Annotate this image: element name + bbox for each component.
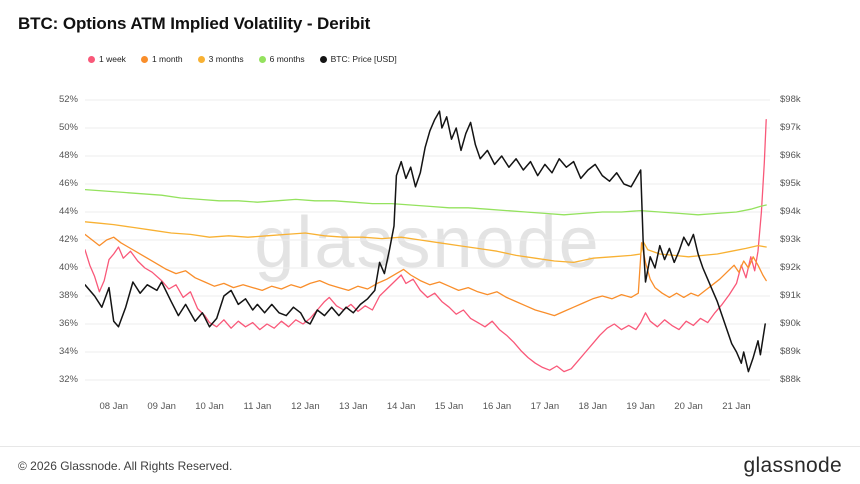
series-line-1-week (85, 118, 767, 373)
legend-item-1-week[interactable]: 1 week (88, 54, 126, 64)
y-axis-tick-label: $98k (780, 94, 801, 105)
x-axis-tick-label: 21 Jan (722, 401, 751, 412)
legend-item-1-month[interactable]: 1 month (140, 54, 183, 64)
y-axis-tick-label: $93k (780, 234, 801, 245)
y-axis-tick-label: 46% (58, 178, 78, 189)
page-title: BTC: Options ATM Implied Volatility - De… (18, 14, 371, 33)
legend-dot-icon (258, 55, 266, 63)
y-axis-tick-label: $97k (780, 122, 801, 133)
x-axis-tick-label: 14 Jan (386, 401, 416, 412)
y-axis-tick-label: $94k (780, 206, 801, 217)
x-axis-tick-label: 19 Jan (626, 401, 655, 412)
series-line-6-months (85, 188, 767, 216)
y-axis-tick-label: 48% (58, 150, 78, 161)
y-axis-tick-label: $90k (780, 318, 801, 329)
y-axis-tick-label: $95k (780, 178, 801, 189)
y-axis-tick-label: 40% (58, 262, 78, 273)
chart-legend: 1 week 1 month 3 months 6 months BTC: Price … (88, 54, 397, 64)
series-line-btc-price-usd (85, 110, 766, 373)
x-axis-tick-label: 17 Jan (530, 401, 560, 412)
y-axis-tick-label: 34% (58, 346, 78, 357)
legend-dot-icon (140, 55, 148, 63)
y-axis-tick-label: $88k (780, 374, 801, 385)
legend-item-6-months[interactable]: 6 months (258, 54, 305, 64)
legend-label: BTC: Price [USD] (330, 54, 397, 64)
x-axis-tick-label: 13 Jan (338, 401, 368, 412)
y-axis-tick-label: $91k (780, 290, 801, 301)
y-axis-tick-label: 42% (58, 234, 78, 245)
y-axis-tick-label: 52% (58, 94, 78, 105)
legend-label: 6 months (269, 54, 305, 64)
x-axis-tick-label: 16 Jan (482, 401, 512, 412)
x-axis-tick-label: 10 Jan (195, 401, 224, 412)
legend-label: 3 months (208, 54, 244, 64)
x-axis-tick-label: 12 Jan (291, 401, 320, 412)
y-axis-tick-label: $96k (780, 150, 801, 161)
x-axis-tick-label: 09 Jan (147, 401, 176, 412)
x-axis-tick-label: 08 Jan (99, 401, 128, 412)
y-axis-tick-label: 32% (58, 374, 78, 385)
y-axis-tick-label: 36% (58, 318, 78, 329)
x-axis-tick-label: 11 Jan (243, 401, 272, 412)
chart-plot-area[interactable] (85, 95, 770, 390)
legend-label: 1 month (151, 54, 183, 64)
x-axis-tick-label: 15 Jan (434, 401, 464, 412)
y-axis-tick-label: $89k (780, 346, 801, 357)
legend-item-3-months[interactable]: 3 months (197, 54, 244, 64)
legend-item-btc-price-usd[interactable]: BTC: Price [USD] (319, 54, 397, 64)
legend-dot-icon (88, 55, 95, 63)
y-axis-tick-label: 50% (58, 122, 78, 133)
copyright-text: © 2026 Glassnode. All Rights Reserved. (18, 458, 233, 473)
x-axis-tick-label: 20 Jan (674, 401, 703, 412)
y-axis-tick-label: $92k (780, 262, 801, 273)
legend-dot-icon (197, 55, 205, 63)
footer: © 2026 Glassnode. All Rights Reserved. g… (0, 446, 860, 484)
y-axis-tick-label: 38% (58, 290, 78, 301)
series-line-1-month (85, 233, 767, 317)
glassnode-logo[interactable]: glassnode (743, 453, 842, 477)
chart-canvas (85, 99, 770, 381)
legend-label: 1 week (99, 54, 126, 64)
legend-dot-icon (319, 55, 327, 63)
x-axis-tick-label: 18 Jan (578, 401, 608, 412)
y-axis-tick-label: 44% (58, 206, 78, 217)
